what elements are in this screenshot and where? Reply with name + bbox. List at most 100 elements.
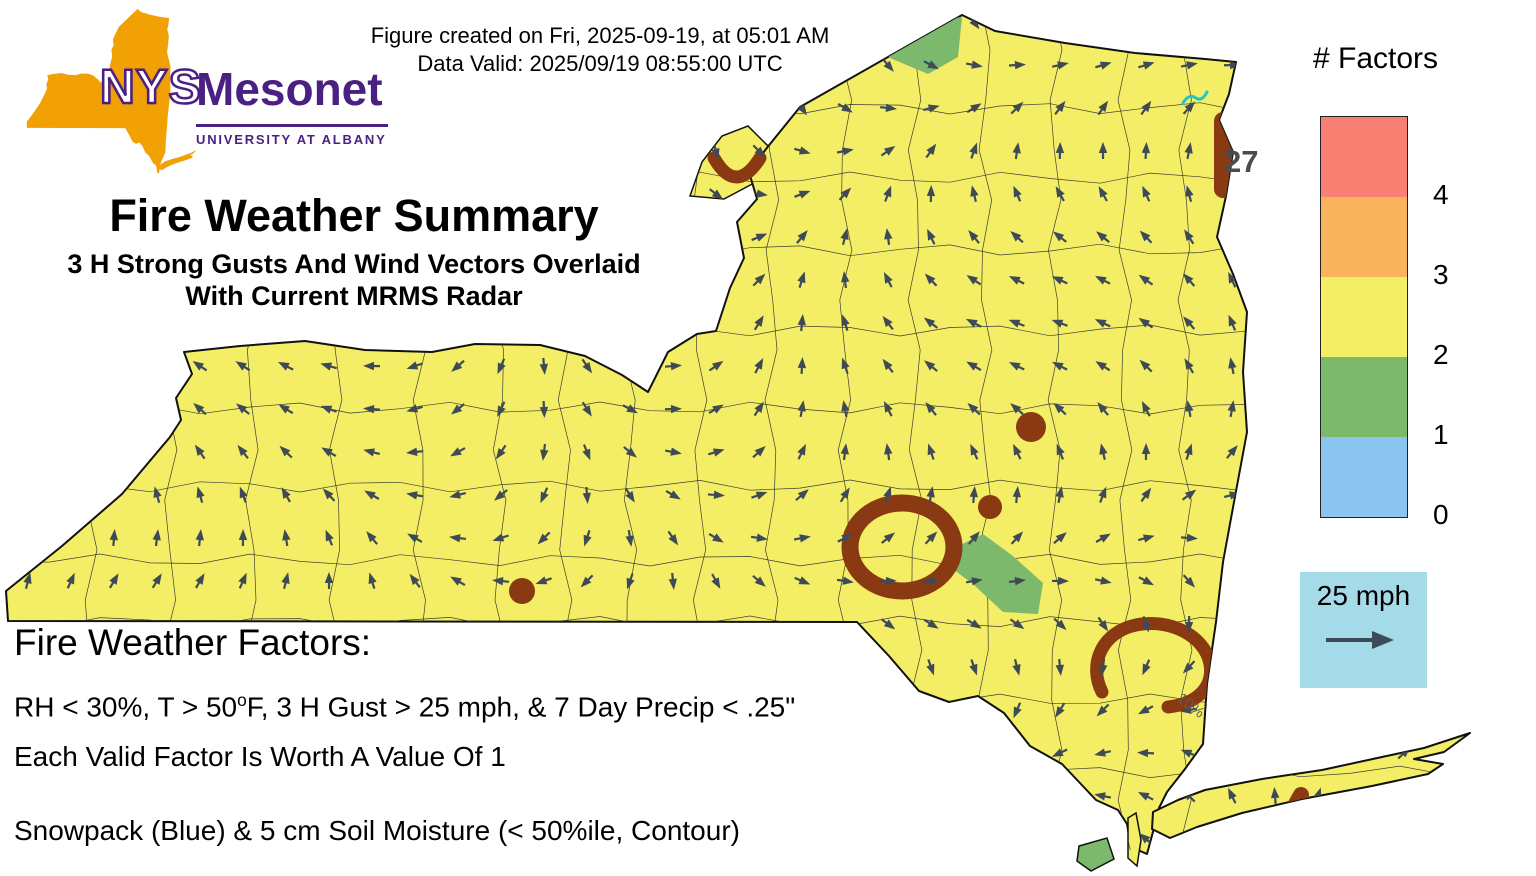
wind-vector-arrow: [1181, 489, 1197, 501]
soil-moisture-contour: [1016, 412, 1046, 442]
wind-vector-arrow: [1184, 615, 1194, 633]
wind-vector-arrow: [1053, 532, 1067, 545]
wind-vector-arrow: [884, 443, 893, 461]
wind-vector-arrow: [1137, 534, 1155, 543]
wind-vector-arrow: [320, 405, 337, 414]
wind-vector-arrow: [624, 487, 635, 503]
wind-vector-arrow: [708, 532, 724, 543]
wind-vector-arrow: [1010, 531, 1024, 545]
wind-vector-arrow: [881, 58, 894, 72]
wind-vector-arrow: [709, 188, 724, 200]
wind-vector-arrow: [366, 531, 378, 545]
wind-vector-arrow: [836, 147, 854, 156]
wind-vector-arrow: [1142, 185, 1151, 202]
wind-vector-arrow: [751, 233, 768, 242]
wind-vector-arrow: [667, 530, 679, 546]
wind-vector-arrow: [883, 271, 893, 288]
wind-vector-arrow: [970, 185, 979, 203]
wind-vector-arrow: [451, 359, 465, 372]
wind-vector-arrow: [795, 489, 809, 502]
wind-vector-arrow: [879, 576, 897, 586]
wind-vector-arrow: [194, 444, 206, 460]
figure-subtitle-2: With Current MRMS Radar: [185, 281, 523, 311]
wind-vector-arrow: [324, 572, 334, 590]
factor-1-region: [950, 534, 1043, 614]
wind-vector-arrow: [1138, 576, 1154, 586]
wind-vector-arrow: [625, 529, 634, 547]
wind-vector-arrow: [363, 404, 381, 414]
wind-vector-arrow: [279, 445, 293, 459]
wind-vector-arrow: [1138, 705, 1154, 715]
soil-moisture-contour: [707, 151, 767, 184]
wind-vector-arrow: [708, 360, 724, 372]
wind-vector-arrow: [924, 360, 938, 372]
wind-vector-arrow: [1052, 231, 1067, 243]
wind-speed-label: 25 mph: [1316, 580, 1411, 611]
figure-title-block: Fire Weather Summary 3 H Strong Gusts An…: [28, 190, 680, 312]
wind-vector-arrow: [1055, 702, 1066, 718]
wind-vector-arrow: [1138, 274, 1154, 286]
wind-vector-arrow: [363, 448, 381, 457]
wind-vector-arrow: [880, 618, 896, 630]
wind-vector-arrow: [449, 490, 467, 499]
wind-vector-arrow: [195, 529, 204, 547]
wind-vector-arrow: [582, 444, 591, 461]
wind-vector-arrow: [664, 447, 682, 456]
wind-vector-arrow: [495, 444, 507, 460]
wind-vector-arrow: [235, 361, 251, 372]
wind-vector-arrow: [1012, 658, 1021, 676]
wind-vector-arrow: [1055, 486, 1064, 504]
wind-vector-arrow: [1185, 185, 1194, 203]
wind-vector-arrow: [793, 534, 811, 543]
wind-vector-arrow: [969, 486, 979, 504]
wind-vector-arrow: [450, 447, 466, 457]
wind-vector-arrow: [1096, 703, 1110, 717]
wind-vector-arrow: [236, 403, 250, 415]
factors-legend: # Factors 4 3 2 1 0: [1300, 42, 1536, 562]
legend-swatch: [1321, 357, 1407, 437]
wind-vector-arrow: [965, 577, 983, 586]
wind-vector-arrow: [841, 271, 850, 289]
wind-vector-arrow: [1228, 787, 1237, 804]
wind-vector-arrow: [754, 358, 764, 374]
wind-vector-arrow: [1095, 361, 1111, 372]
wind-vector-arrow: [1141, 142, 1151, 160]
wind-vector-arrow: [539, 400, 549, 418]
wind-vector-arrow: [1051, 319, 1068, 328]
wind-vector-arrow: [406, 491, 424, 500]
wind-vector-arrow: [750, 533, 768, 542]
wind-vector-arrow: [1098, 486, 1107, 503]
wind-vector-arrow: [1010, 403, 1024, 416]
wind-vector-arrow: [927, 228, 936, 245]
wind-vector-arrow: [622, 404, 638, 414]
wind-vector-arrow: [1055, 186, 1065, 202]
wind-vector-arrow: [406, 447, 424, 456]
wind-vector-arrow: [1055, 658, 1064, 676]
wind-vector-arrow: [1013, 443, 1022, 460]
wind-vector-arrow: [969, 142, 978, 159]
legend-tick-label: 1: [1433, 419, 1449, 450]
wind-speed-legend: 25 mph: [1300, 572, 1427, 688]
wind-vector-arrow: [797, 271, 806, 288]
wind-vector-arrow: [664, 404, 682, 414]
wind-vector-arrow: [966, 103, 982, 114]
wind-vector-arrow: [1138, 317, 1154, 329]
logo-university-label: UNIVERSITY AT ALBANY: [196, 132, 387, 147]
wind-vector-arrow: [752, 144, 766, 158]
wind-vector-arrow: [152, 529, 161, 547]
legend-tick-label: 0: [1433, 499, 1449, 530]
wind-vector-arrow: [1012, 486, 1021, 504]
legend-swatch: [1321, 437, 1407, 517]
wind-vector-arrow: [1098, 186, 1108, 202]
legend-swatch: [1321, 117, 1407, 197]
wind-vector-arrow: [751, 491, 768, 500]
wind-vector-arrow: [711, 573, 721, 589]
wind-vector-arrow: [1137, 791, 1154, 801]
wind-vector-arrow: [1051, 748, 1068, 757]
wind-speed-arrow-icon: [1325, 631, 1394, 649]
wind-vector-arrow: [922, 577, 940, 586]
wind-vector-arrow: [1010, 101, 1024, 115]
wind-vector-arrow: [1182, 273, 1196, 287]
wind-vector-arrow: [841, 400, 850, 418]
wind-vector-arrow: [965, 318, 982, 328]
